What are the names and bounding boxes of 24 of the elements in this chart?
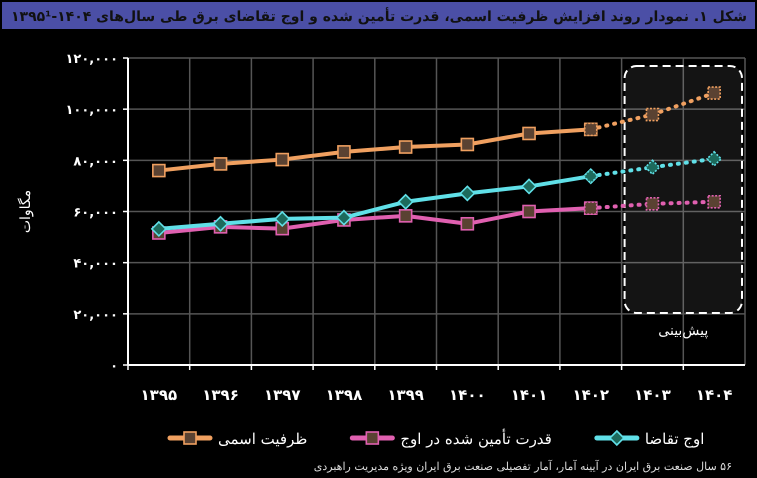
x-tick-label: ۱۴۰۰: [449, 386, 486, 404]
legend-label: اوج تقاضا: [644, 430, 704, 448]
x-tick-label: ۱۳۹۶: [202, 386, 239, 404]
y-tick-label: ۰: [110, 359, 118, 374]
y-tick-label: ۴۰,۰۰۰: [73, 256, 118, 272]
chart-title: شکل ۱. نمودار روند افزایش ظرفیت اسمی، قدرت تأمین شده و اوج تقاضای برق طی سال‌های ۱۴۰۴-۱۳۹۵¹: [11, 7, 747, 25]
y-axis-title: مگاوات: [17, 190, 34, 234]
x-tick-label: ۱۴۰۳: [634, 386, 671, 404]
x-tick-label: ۱۳۹۹: [387, 386, 424, 404]
y-tick-label: ۱۲۰,۰۰۰: [65, 52, 118, 67]
band-label: پیش‌بینی: [658, 323, 708, 339]
legend-label: قدرت تأمین شده در اوج: [400, 428, 552, 448]
y-tick-label: ۱۰۰,۰۰۰: [65, 103, 118, 118]
x-tick-label: ۱۴۰۱: [510, 386, 548, 404]
x-tick-label: ۱۳۹۵: [140, 386, 178, 404]
y-tick-label: ۲۰,۰۰۰: [73, 308, 118, 323]
legend-label: ظرفیت اسمی: [218, 430, 308, 448]
y-tick-label: ۶۰,۰۰۰: [73, 206, 118, 220]
x-tick-label: ۱۳۹۷: [264, 386, 301, 404]
x-tick-label: ۱۴۰۲: [572, 386, 610, 404]
y-tick-label: ۸۰,۰۰۰: [73, 154, 118, 170]
x-tick-label: ۱۳۹۸: [326, 386, 362, 404]
text: ۵۶ سال صنعت برق ایران در آیینه آمار، آمار تفصیلی صنعت برق ایران ویژه مدیریت راهبردی: [314, 459, 732, 473]
x-tick-label: ۱۴۰۴: [696, 386, 732, 404]
